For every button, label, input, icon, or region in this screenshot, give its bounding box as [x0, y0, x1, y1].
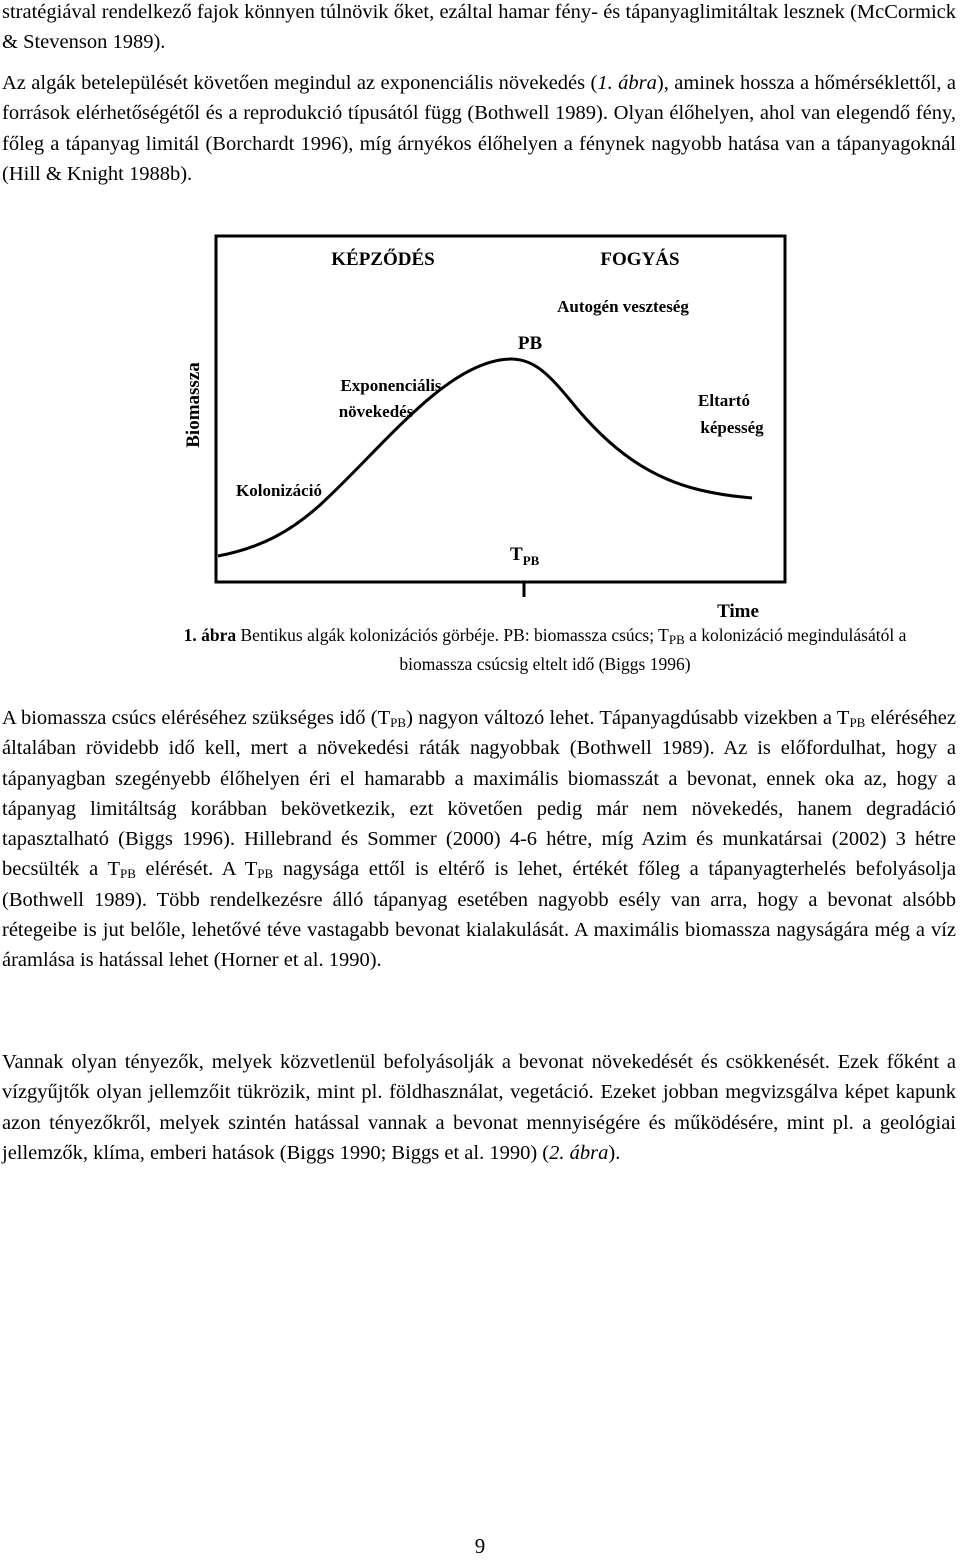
text: eléréséhez általában rövidebb idő kell, …: [2, 707, 957, 881]
caption-label: 1. ábra: [183, 625, 237, 645]
subscript: PB: [119, 866, 136, 882]
text: ) nagyon változó lehet. Tápanyagdúsabb v…: [406, 707, 850, 729]
label: Eltartó: [698, 391, 750, 410]
label: PB: [518, 333, 543, 354]
text: A biomassza csúcs eléréséhez szükséges i…: [2, 707, 391, 729]
label: FOGYÁS: [600, 248, 679, 270]
paragraph: A biomassza csúcs eléréséhez szükséges i…: [2, 703, 956, 976]
curve: [217, 357, 753, 558]
text: ).: [608, 1141, 621, 1164]
figure: KÉPZŐDÉS FOGYÁS Autogén veszteség PB Bio…: [183, 234, 787, 622]
x-axis-label: Time: [717, 601, 759, 622]
caption: 1. ábra Bentikus algák kolonizációs görb…: [150, 621, 940, 679]
y-axis-label: Biomassza: [183, 362, 204, 448]
label: Kolonizáció: [236, 481, 322, 500]
text: nagysága ettől is eltérő is lehet, érték…: [2, 858, 956, 972]
text: a kolonizáció megindulásától a biomassza…: [399, 625, 907, 674]
text: elérését. A T: [135, 858, 258, 881]
label: KÉPZŐDÉS: [331, 248, 434, 270]
paragraph: stratégiával rendelkező fajok könnyen tú…: [2, 0, 956, 58]
label: Autogén veszteség: [557, 297, 689, 316]
label: növekedés: [339, 402, 414, 421]
paragraph: Vannak olyan tényezők, melyek közvetlenü…: [2, 1047, 956, 1168]
text: stratégiával rendelkező fajok könnyen tú…: [2, 1, 956, 54]
frame: [214, 234, 787, 584]
subscript: PB: [523, 553, 540, 568]
figure-ref: 2. ábra: [549, 1141, 609, 1164]
text: Az algák betelepülését követően megindul…: [2, 72, 598, 94]
subscript: PB: [257, 866, 274, 882]
text: Vannak olyan tényezők, melyek közvetlenü…: [2, 1051, 956, 1164]
text: Bentikus algák kolonizációs görbéje. PB:…: [236, 625, 669, 645]
subscript: PB: [849, 715, 866, 730]
page-number: 9: [474, 1534, 486, 1558]
text: T: [510, 544, 523, 565]
subscript: PB: [390, 715, 407, 730]
paragraph: Az algák betelepülését követően megindul…: [2, 68, 956, 189]
text: ), aminek hossza a hőmérséklettől, a for…: [2, 72, 957, 185]
label: TPB: [510, 544, 540, 568]
label: képesség: [700, 418, 764, 437]
figure-ref: 1. ábra: [597, 72, 657, 94]
subscript: PB: [668, 632, 685, 647]
label: Exponenciális: [340, 376, 441, 395]
